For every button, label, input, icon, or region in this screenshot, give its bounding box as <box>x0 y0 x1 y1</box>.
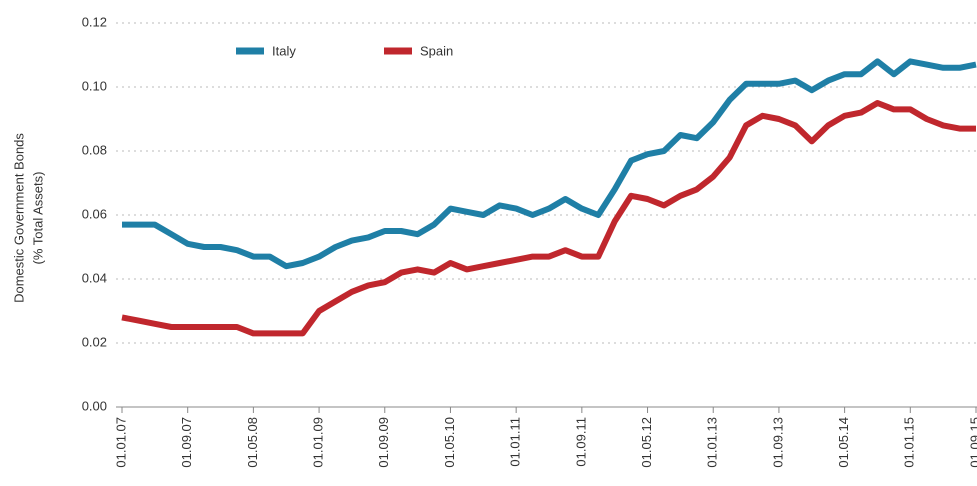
x-tick-label: 01.01.15 <box>902 417 917 468</box>
x-tick-label: 01.01.07 <box>113 417 128 468</box>
x-tick-label: 01.05.14 <box>836 417 851 468</box>
legend-label: Italy <box>272 43 296 58</box>
series-line <box>122 58 977 270</box>
x-tick-label: 01.09.07 <box>179 417 194 468</box>
x-tick-label: 01.09.11 <box>573 417 588 467</box>
x-tick-label: 01.09.13 <box>770 417 785 468</box>
x-tick-label: 01.09.15 <box>967 417 977 468</box>
x-tick-label: 01.05.08 <box>245 417 260 468</box>
y-tick-label: 0.02 <box>82 334 107 349</box>
x-tick-label: 01.01.13 <box>705 417 720 468</box>
y-axis-label: Domestic Government Bonds <box>11 133 26 303</box>
series-line <box>121 100 976 337</box>
y-tick-label: 0.04 <box>82 270 107 285</box>
x-tick-label: 01.01.09 <box>311 417 326 468</box>
legend-label: Spain <box>420 43 453 58</box>
y-tick-label: 0.06 <box>82 206 107 221</box>
x-tick-label: 01.01.11 <box>508 417 523 467</box>
y-tick-label: 0.12 <box>82 14 107 29</box>
y-axis-label: (% Total Assets) <box>30 172 45 265</box>
x-tick-label: 01.05.10 <box>442 417 457 468</box>
y-tick-label: 0.08 <box>82 142 107 157</box>
x-tick-label: 01.09.09 <box>376 417 391 468</box>
y-tick-label: 0.10 <box>82 78 107 93</box>
y-tick-label: 0.00 <box>82 398 107 413</box>
x-tick-label: 01.05.12 <box>639 417 654 468</box>
